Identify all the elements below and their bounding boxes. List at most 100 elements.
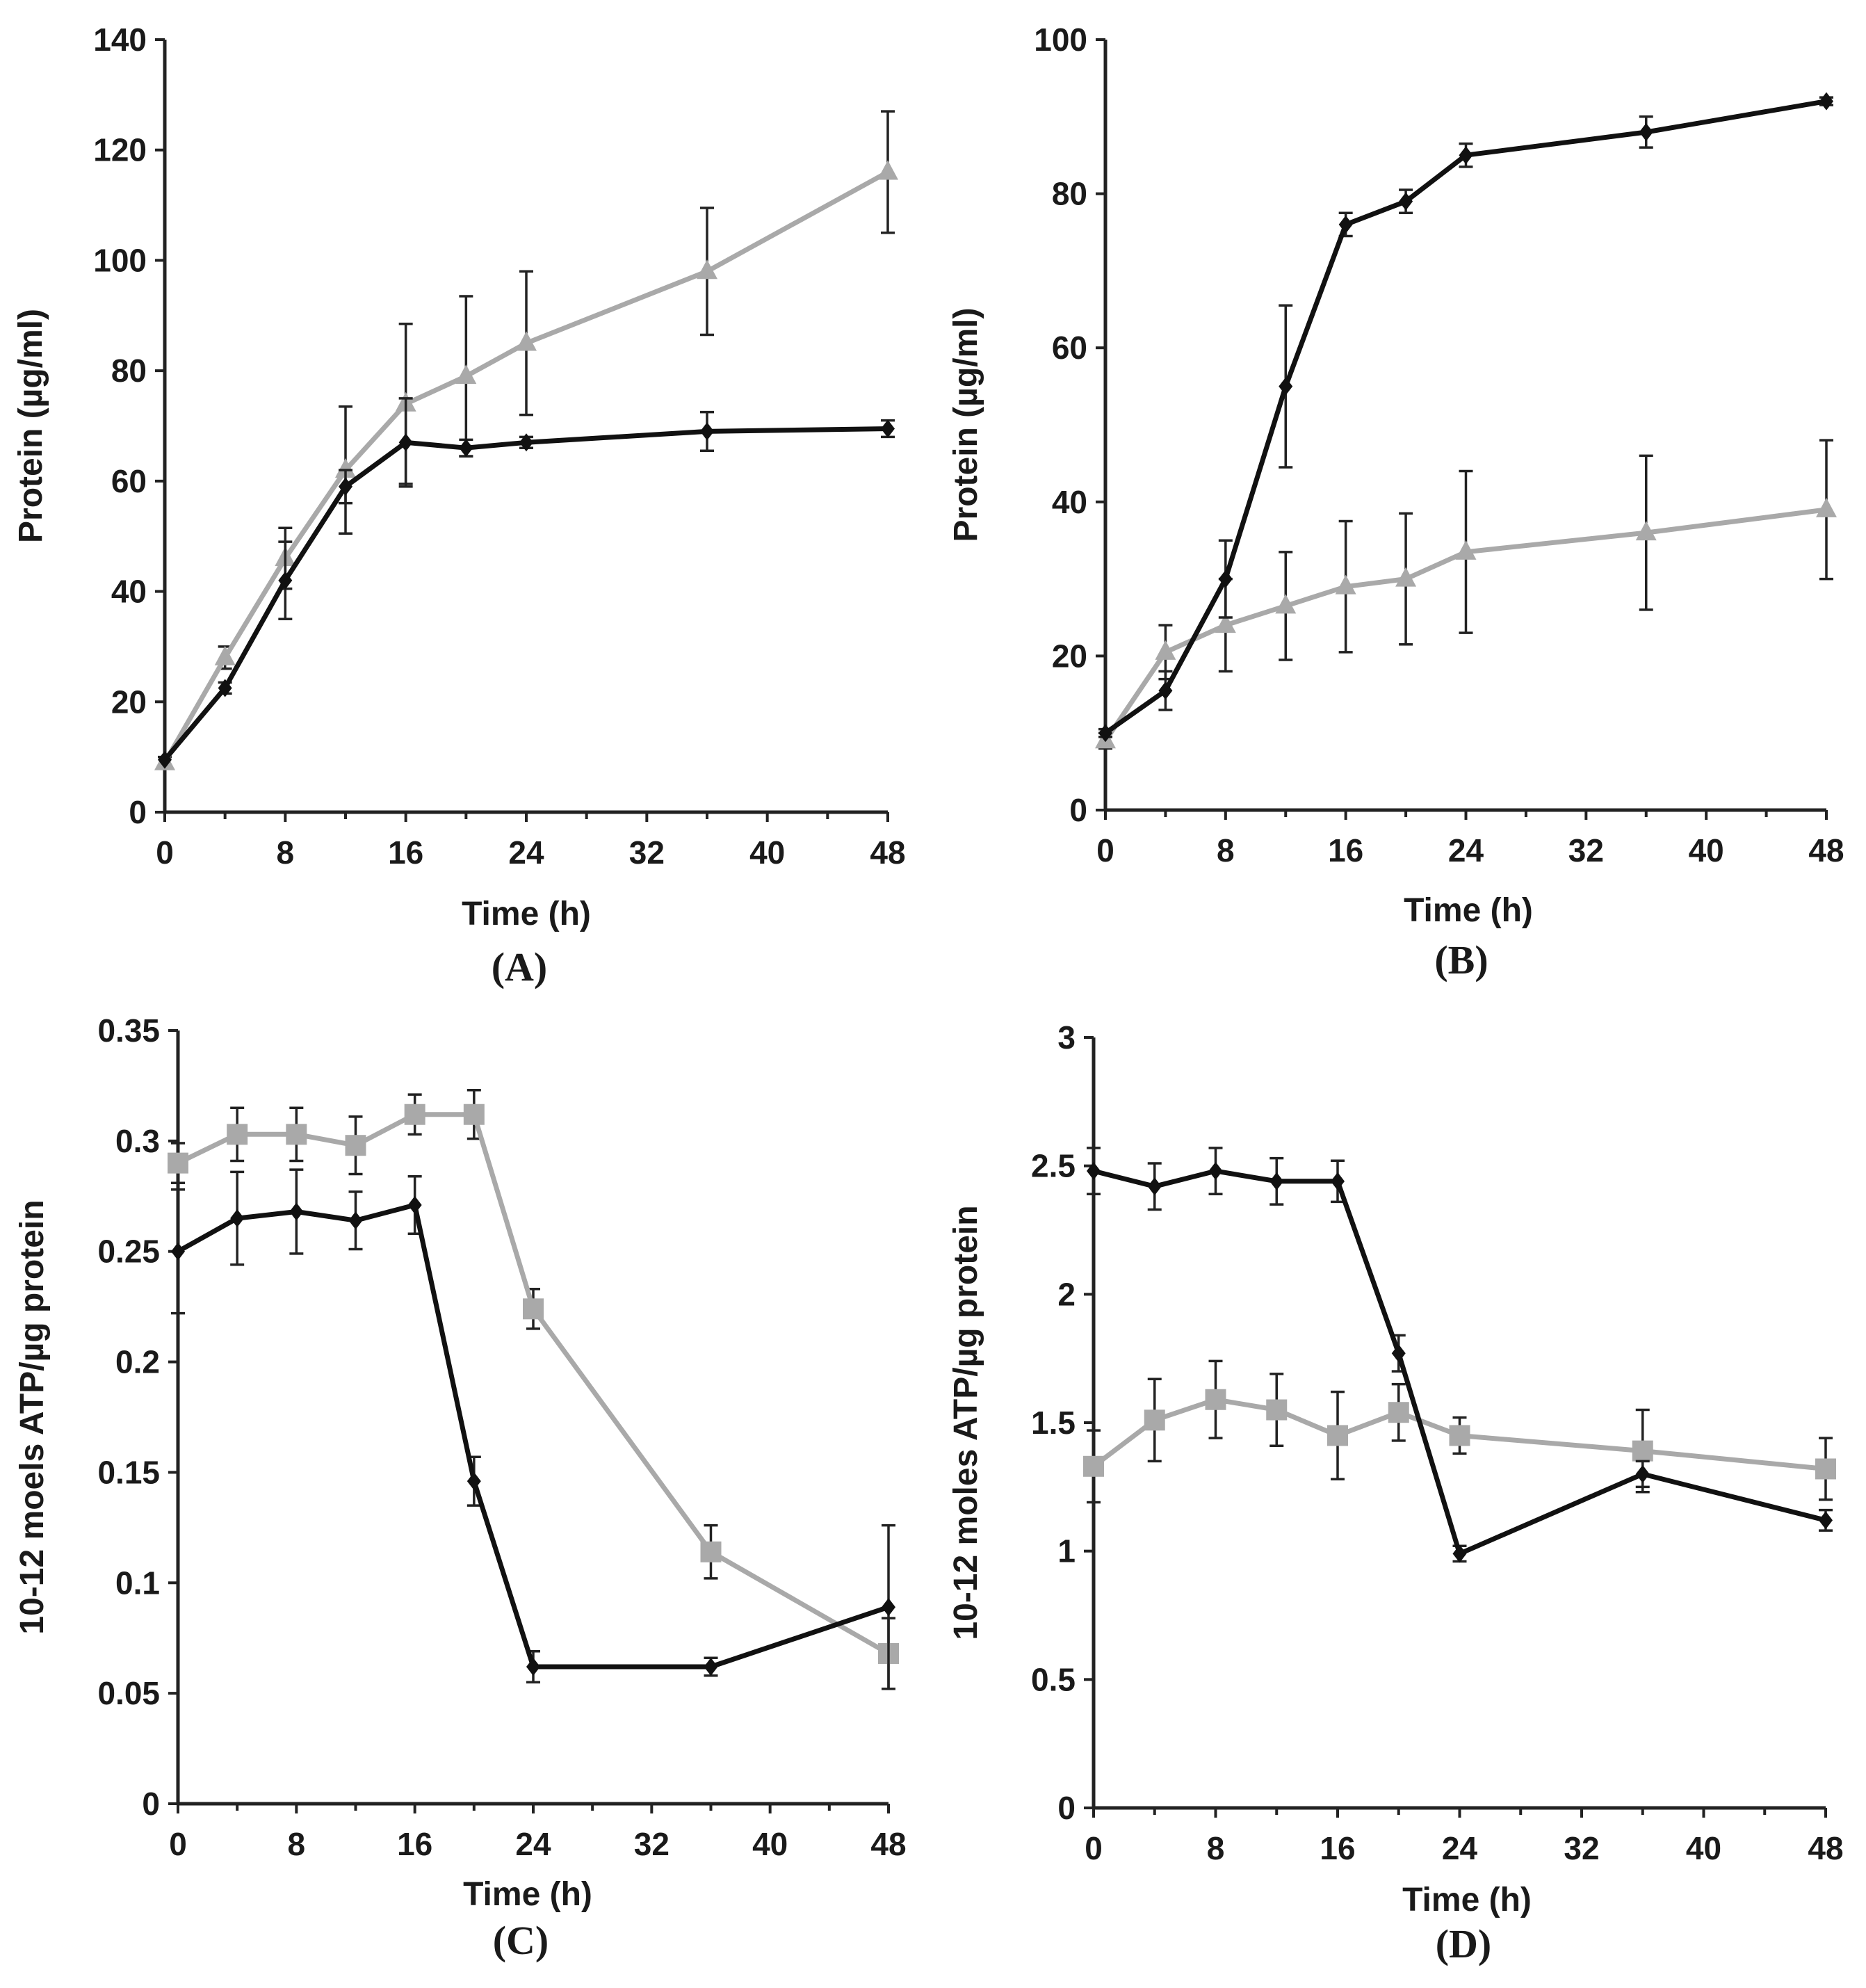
x-tick-label: 40 [1689,832,1724,868]
x-tick-label: 40 [1686,1830,1721,1866]
data-point [881,419,895,438]
data-point [345,1135,366,1156]
data-point [1452,1544,1467,1563]
data-point [286,1124,307,1145]
data-point [704,1658,718,1676]
data-point [1144,1409,1165,1431]
series-black-diamond [158,397,895,769]
y-tick-label: 3 [1057,1019,1076,1056]
x-tick-label: 40 [752,1826,788,1862]
data-point [459,439,473,458]
data-point [1635,1464,1650,1483]
data-point [171,1242,185,1261]
y-tick-label: 20 [111,684,147,720]
x-tick-label: 48 [1808,1830,1843,1866]
x-tick-label: 8 [1217,832,1235,868]
y-tick-label: 0 [142,1786,160,1822]
series-line [162,170,889,764]
panel-d: 0 0.5 1 1.5 2 2.5 3 0 8 16 24 32 40 48 Time (h) 10-12 m… [948,1019,1844,1966]
data-point [1639,122,1653,141]
y-tick-label: 1 [1057,1533,1076,1569]
x-tick-label: 24 [1442,1830,1478,1866]
data-point [1158,681,1173,700]
data-point [1399,192,1413,211]
x-tick-label: 0 [169,1826,187,1862]
y-tick-label: 100 [1034,22,1087,58]
panel-label: (B) [1434,937,1488,983]
data-point [1819,1511,1833,1530]
x-tick-label: 8 [1207,1830,1225,1866]
data-point [335,458,356,478]
x-tick-label: 0 [1096,832,1114,868]
data-point [1327,1425,1348,1446]
data-point [1459,146,1473,165]
data-point [1635,521,1657,541]
panel-c: 0 0.05 0.1 0.15 0.2 0.25 0.3 0.35 0 8 16 24 32 40 48 Ti… [14,1012,907,1963]
data-point [1215,613,1236,633]
y-tick-label: 0 [129,794,147,830]
y-tick-label: 120 [93,132,147,168]
data-point [1279,377,1293,396]
data-point [516,331,537,351]
series-gray-square [1083,1359,1836,1504]
data-point [882,1598,895,1617]
data-point [697,259,717,280]
data-point [1155,640,1176,660]
data-point [168,1152,188,1174]
x-tick-label: 16 [388,834,423,871]
data-point [526,1658,540,1676]
series-line [163,426,889,761]
data-point [348,1211,363,1230]
series-line [177,1112,890,1656]
series-gray-square [168,1089,899,1690]
x-tick-label: 16 [1328,832,1363,868]
y-tick-label: 40 [111,574,147,610]
x-tick-label: 24 [515,1826,551,1862]
panel-b: 0 20 40 60 80 100 0 8 16 24 32 40 48 Time (h) Protein … [948,22,1844,983]
x-tick-label: 0 [1085,1830,1103,1866]
data-point [1338,215,1353,234]
y-tick-label: 60 [111,463,147,499]
data-point [1208,1162,1223,1181]
y-tick-label: 100 [93,242,147,278]
x-tick-label: 48 [870,834,905,871]
x-tick-label: 48 [1808,832,1844,868]
panel-label: (A) [492,944,548,989]
data-point [1083,1455,1104,1477]
data-point [463,1104,485,1125]
y-tick-label: 140 [93,22,147,58]
data-point [466,1472,481,1491]
x-tick-label: 16 [1320,1830,1355,1866]
data-point [1395,567,1417,587]
y-tick-label: 80 [1052,176,1087,212]
data-point [523,1298,544,1320]
y-axis-title: 10-12 moles ATP/µg protein [948,1205,984,1640]
series-black-diamond [171,1168,895,1690]
x-tick-label: 8 [277,834,295,871]
data-point [877,160,898,180]
data-point [700,422,714,441]
data-point [1275,594,1297,614]
data-point [278,571,293,590]
data-point [230,1209,245,1228]
series-line [1103,99,1827,736]
data-point [1087,1162,1101,1181]
data-point [1266,1399,1288,1421]
data-point [1819,92,1833,111]
x-tick-label: 16 [397,1826,432,1862]
data-point [1147,1177,1162,1196]
data-point [1455,540,1477,560]
data-point [1391,1344,1406,1363]
series-black-diamond [1087,1147,1833,1563]
series-black-diamond [1098,92,1833,743]
data-point [1269,1172,1284,1190]
y-tick-label: 1.5 [1031,1405,1076,1441]
data-point [1218,569,1233,588]
data-point [1388,1402,1409,1423]
x-tick-label: 32 [634,1826,670,1862]
series-line [177,1202,890,1670]
y-axis-title: Protein (µg/ml) [948,308,984,542]
y-tick-label: 80 [111,353,147,389]
x-tick-label: 24 [1448,832,1484,868]
x-axis-title: Time (h) [1402,1882,1532,1918]
